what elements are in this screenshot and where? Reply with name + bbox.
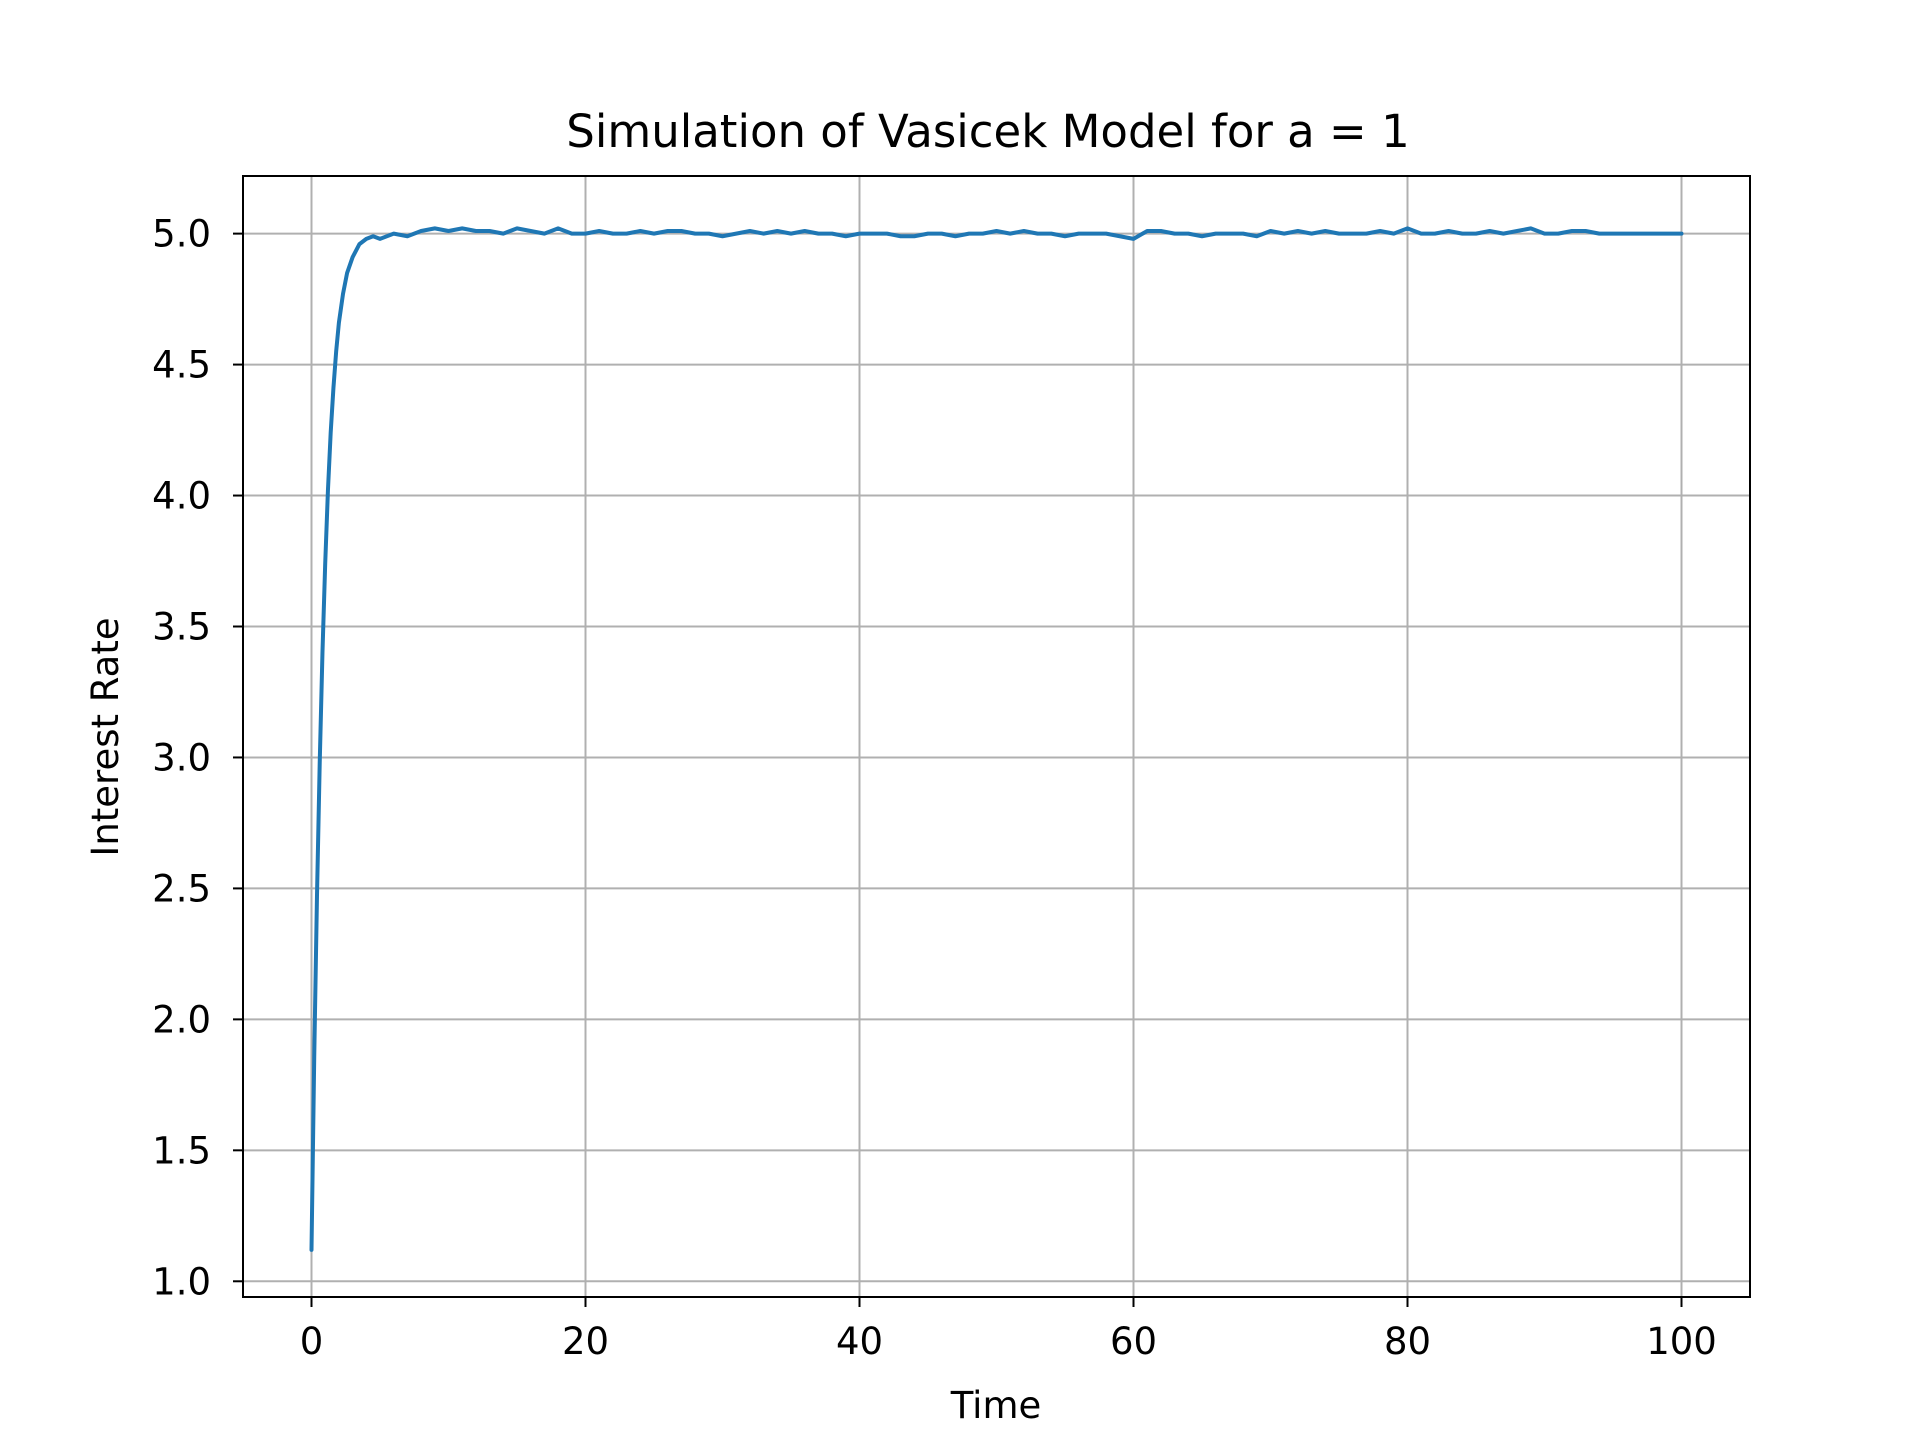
x-tick-label: 40 — [836, 1320, 883, 1363]
y-tick-label: 3.5 — [152, 605, 211, 648]
y-ticks: 1.0 1.5 2.0 2.5 3.0 3.5 4.0 4.5 5.0 — [152, 213, 243, 1303]
plot-frame — [242, 175, 1751, 1298]
series-layer — [309, 226, 1684, 1252]
x-tick-label: 20 — [562, 1320, 609, 1363]
x-tick-label: 0 — [300, 1320, 324, 1363]
y-tick-label: 4.5 — [152, 344, 211, 387]
y-tick-label: 3.0 — [152, 736, 211, 779]
y-tick-label: 1.0 — [152, 1260, 211, 1303]
series-line — [309, 226, 1684, 1252]
x-axis-label: Time — [950, 1384, 1042, 1427]
y-tick-label: 1.5 — [152, 1129, 211, 1172]
y-tick-label: 4.0 — [152, 475, 211, 518]
x-tick-label: 100 — [1646, 1320, 1717, 1363]
x-tick-label: 80 — [1384, 1320, 1431, 1363]
chart-title: Simulation of Vasicek Model for a = 1 — [566, 105, 1409, 158]
y-tick-label: 5.0 — [152, 213, 211, 256]
y-tick-label: 2.5 — [152, 867, 211, 910]
gridlines — [243, 176, 1750, 1297]
y-tick-label: 2.0 — [152, 998, 211, 1041]
x-tick-label: 60 — [1110, 1320, 1157, 1363]
x-ticks: 0 20 40 60 80 100 — [300, 1297, 1717, 1363]
y-axis-label: Interest Rate — [84, 617, 127, 856]
